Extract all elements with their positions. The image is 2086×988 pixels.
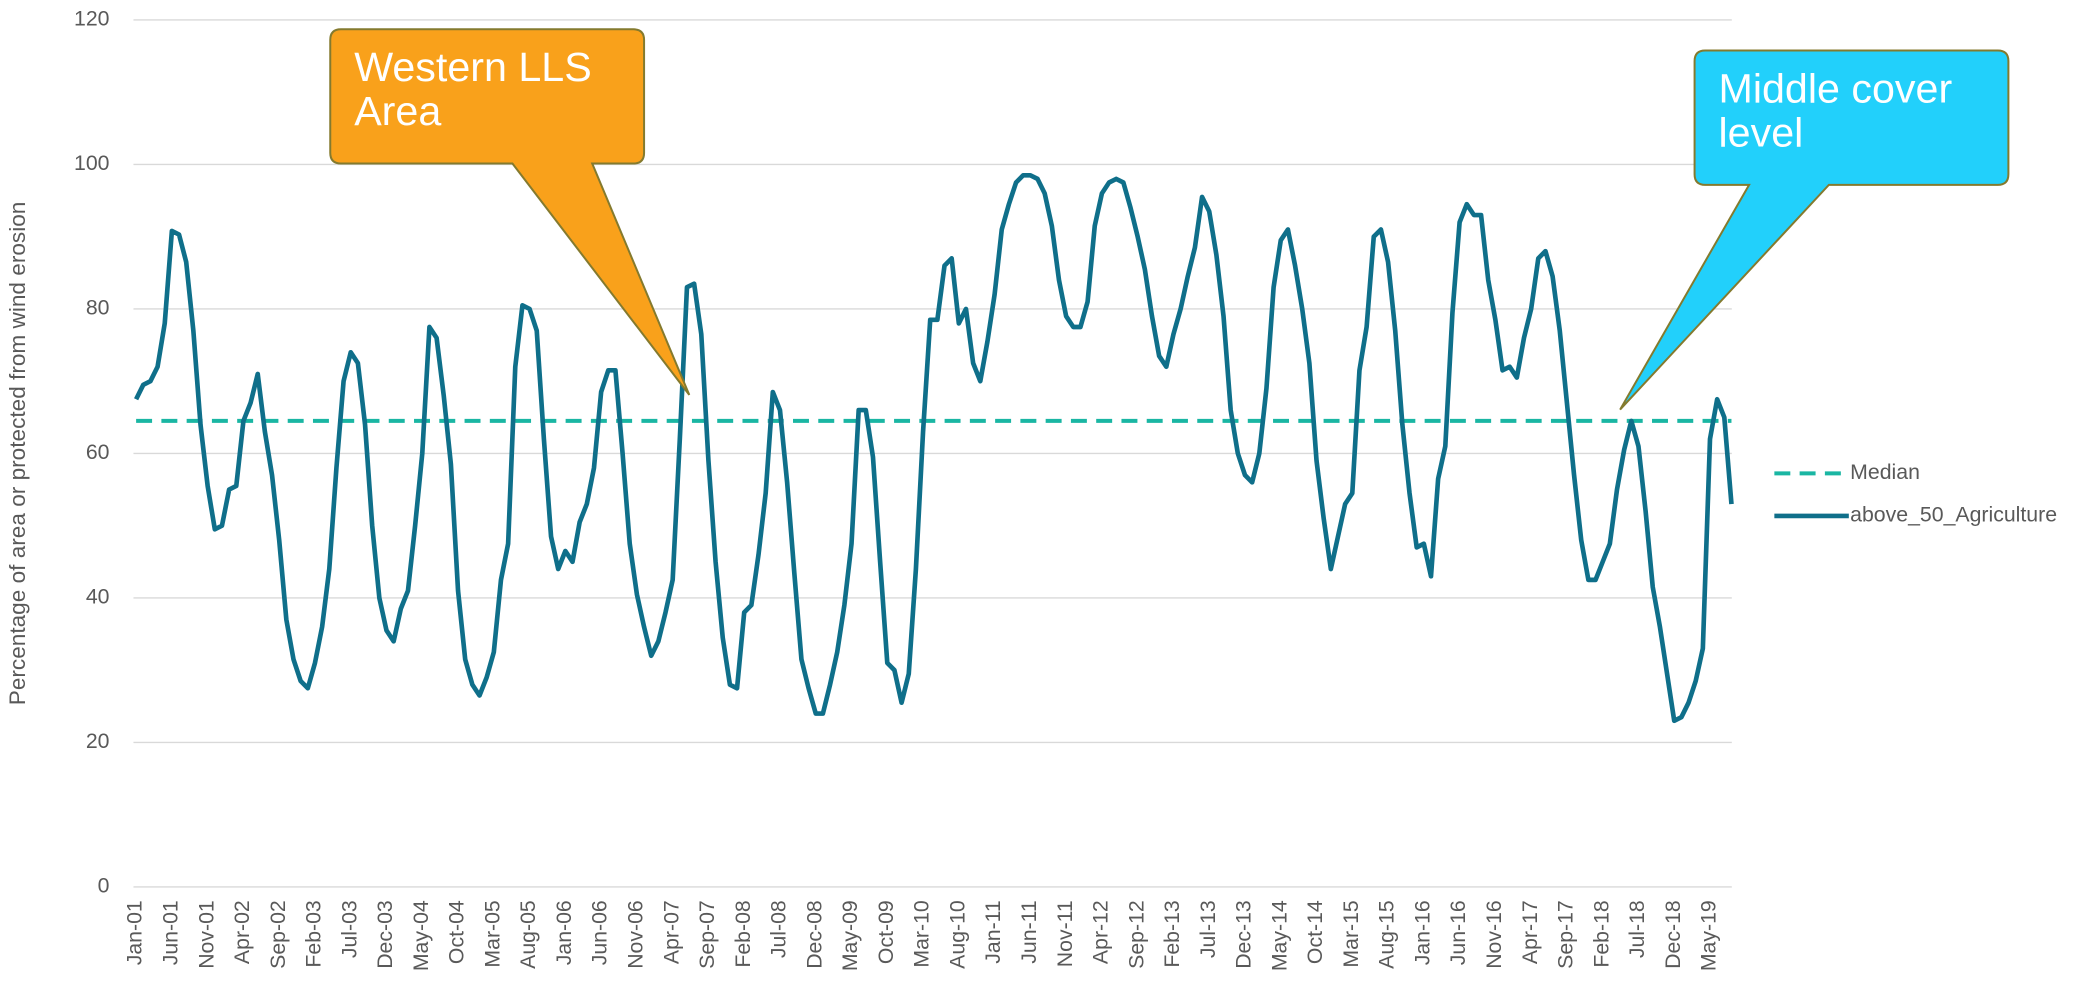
- x-tick-label: Mar-10: [910, 900, 934, 967]
- y-tick-label: 60: [86, 440, 110, 464]
- x-tick-label: Dec-08: [802, 900, 826, 969]
- x-tick-label: Jul-13: [1196, 900, 1220, 958]
- x-tick-label: Oct-04: [445, 900, 469, 964]
- x-tick-label: Oct-09: [874, 900, 898, 964]
- x-tick-label: Jun-01: [159, 900, 183, 965]
- callout-shape: [1619, 49, 2010, 411]
- x-tick-label: Jan-16: [1410, 900, 1434, 965]
- x-tick-label: May-14: [1267, 900, 1291, 971]
- annotation-text: Western LLS Area: [354, 45, 592, 135]
- x-tick-label: Jan-11: [981, 900, 1005, 963]
- legend-label: above_50_Agriculture: [1850, 503, 2057, 527]
- callout: Middle cover level: [1718, 66, 1953, 157]
- x-tick-label: Oct-14: [1303, 900, 1327, 964]
- x-tick-label: Jul-18: [1625, 900, 1649, 958]
- x-tick-label: Sep-02: [266, 900, 290, 969]
- x-tick-label: Mar-05: [480, 900, 504, 967]
- y-tick-label: 120: [74, 7, 109, 31]
- y-tick-label: 100: [74, 151, 109, 175]
- x-tick-label: Jun-11: [1017, 900, 1041, 963]
- x-tick-label: Jul-08: [767, 900, 791, 958]
- callout: Western LLS Area: [354, 45, 592, 135]
- x-tick-label: Sep-17: [1554, 900, 1578, 969]
- x-tick-label: Nov-16: [1482, 900, 1506, 969]
- x-tick-label: Sep-12: [1124, 900, 1148, 969]
- x-tick-label: Jul-03: [337, 900, 361, 958]
- x-tick-label: Apr-17: [1518, 900, 1542, 964]
- x-tick-label: Jan-01: [123, 900, 147, 965]
- x-tick-label: Nov-06: [624, 900, 648, 969]
- x-tick-label: Apr-02: [230, 900, 254, 964]
- x-tick-label: May-09: [838, 900, 862, 971]
- legend-label: Median: [1850, 460, 1920, 484]
- x-tick-label: Apr-07: [659, 900, 683, 964]
- data-line: [134, 172, 1734, 724]
- y-axis-label: Percentage of area or protected from win…: [5, 202, 30, 706]
- x-tick-label: May-04: [409, 900, 433, 971]
- x-tick-label: Sep-07: [695, 900, 719, 969]
- x-tick-label: Aug-05: [516, 900, 540, 969]
- x-tick-label: Aug-15: [1375, 900, 1399, 969]
- x-tick-label: Jan-06: [552, 900, 576, 965]
- x-tick-label: Nov-11: [1053, 900, 1077, 967]
- x-tick-label: Apr-12: [1089, 900, 1113, 964]
- x-tick-label: Feb-18: [1589, 900, 1613, 967]
- x-tick-label: Mar-15: [1339, 900, 1363, 967]
- x-tick-label: Dec-13: [1232, 900, 1256, 969]
- x-tick-label: Feb-13: [1160, 900, 1184, 967]
- x-tick-label: Aug-10: [945, 900, 969, 969]
- callout-shape: [329, 28, 691, 396]
- y-tick-label: 0: [98, 874, 110, 898]
- y-tick-label: 80: [86, 296, 110, 320]
- annotation-text: Middle cover level: [1718, 66, 1953, 157]
- x-tick-label: Nov-01: [194, 900, 218, 969]
- x-tick-label: May-19: [1697, 900, 1721, 971]
- y-tick-label: 40: [86, 585, 110, 609]
- x-tick-label: Feb-03: [302, 900, 326, 967]
- y-tick-label: 20: [86, 729, 110, 753]
- x-tick-label: Dec-03: [373, 900, 397, 969]
- x-tick-label: Jun-16: [1446, 900, 1470, 965]
- x-tick-label: Dec-18: [1661, 900, 1685, 969]
- x-tick-label: Jun-06: [588, 900, 612, 965]
- x-tick-label: Feb-08: [731, 900, 755, 967]
